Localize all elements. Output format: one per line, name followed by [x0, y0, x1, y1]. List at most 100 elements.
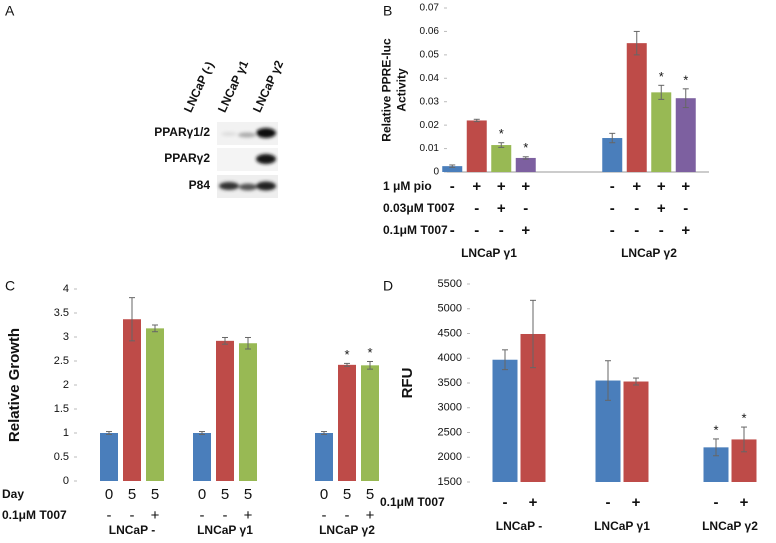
- blot-row-label: P84: [189, 178, 211, 192]
- treatment-label: 1 μM pio: [383, 179, 432, 193]
- treatment-sign: -: [450, 178, 455, 195]
- bar: [602, 138, 623, 172]
- bar: [626, 43, 647, 173]
- treatment-sign: -: [322, 507, 327, 524]
- panel-label: B: [383, 3, 392, 19]
- treatment-sign: +: [521, 178, 530, 195]
- treatment-sign: -: [130, 507, 135, 524]
- bands: [219, 128, 276, 191]
- y-axis-label: Relative PPRE-luc: [380, 38, 394, 142]
- group-label: LNCaP γ1: [197, 523, 253, 537]
- significance-star: *: [713, 422, 718, 437]
- y-tick-label: 4: [63, 283, 69, 295]
- bar: [466, 120, 487, 172]
- treatment-sign: -: [610, 222, 615, 239]
- y-tick-label: 5000: [438, 303, 462, 315]
- panel-label: A: [5, 3, 15, 19]
- significance-star: *: [659, 69, 664, 84]
- significance-star: *: [367, 345, 372, 360]
- western-blot: LNCaP (-) LNCaP γ1 LNCaP γ2 PPARγ1/2 PPA…: [154, 58, 286, 198]
- treatment-label: 0.1μM T007: [380, 495, 445, 509]
- lane-label: LNCaP (-): [181, 59, 217, 114]
- treatment-sign: +: [632, 494, 641, 511]
- treatment-sign: -: [683, 200, 688, 217]
- y-tick-label: 3500: [438, 377, 462, 389]
- y-tick-label: 0.05: [420, 49, 440, 60]
- group-label: LNCaP γ1: [594, 519, 650, 533]
- bar: [338, 364, 356, 481]
- treatment-sign: +: [366, 507, 375, 524]
- group-label: LNCaP γ1: [461, 246, 517, 260]
- treatment-sign: +: [681, 178, 690, 195]
- treatment-sign: 0: [198, 486, 206, 503]
- y-tick-label: 2500: [438, 426, 462, 438]
- y-axis-label: Activity: [395, 68, 409, 112]
- treatment-sign: -: [659, 222, 664, 239]
- significance-star: *: [344, 347, 349, 362]
- treatment-sign: -: [503, 494, 508, 511]
- treatment-sign: -: [523, 200, 528, 217]
- treatment-label: 0.1μM T007: [383, 223, 448, 237]
- y-tick-label: 0: [433, 167, 439, 178]
- treatment-sign: +: [472, 178, 481, 195]
- group-label: LNCaP -: [496, 519, 542, 533]
- y-tick-label: 0.07: [420, 3, 440, 14]
- y-axis-label: RFU: [399, 368, 416, 399]
- treatment-sign: 0: [105, 486, 113, 503]
- treatment-sign: -: [606, 494, 611, 511]
- y-tick-label: 0.04: [420, 73, 440, 84]
- bar: [492, 359, 518, 482]
- treatment-sign: 5: [221, 486, 229, 503]
- group-label: LNCaP γ2: [621, 246, 677, 260]
- bar: [315, 433, 333, 481]
- treatment-sign: +: [244, 507, 253, 524]
- significance-star: *: [741, 410, 746, 425]
- treatment-sign: +: [681, 222, 690, 239]
- y-tick-label: 4500: [438, 327, 462, 339]
- y-tick-label: 0.5: [54, 451, 69, 463]
- y-tick-label: 3000: [438, 402, 462, 414]
- treatment-sign: 5: [128, 486, 136, 503]
- bar: [361, 365, 379, 481]
- treatment-sign: +: [632, 178, 641, 195]
- significance-star: *: [683, 72, 688, 87]
- y-tick-label: 0.01: [420, 143, 440, 154]
- bar: [675, 98, 696, 172]
- significance-star: *: [499, 126, 504, 141]
- group-label: LNCaP γ2: [319, 523, 375, 537]
- treatment-sign: 5: [151, 486, 159, 503]
- treatment-sign: +: [521, 222, 530, 239]
- bar: [442, 166, 463, 172]
- treatment-sign: 5: [244, 486, 252, 503]
- bar: [491, 145, 512, 172]
- treatment-sign: -: [499, 222, 504, 239]
- y-tick-label: 1.5: [54, 403, 69, 415]
- panel-label: C: [5, 278, 15, 294]
- bar: [193, 433, 211, 481]
- treatment-sign: +: [740, 494, 749, 511]
- y-tick-label: 3.5: [54, 307, 69, 319]
- y-tick-label: 1500: [438, 476, 462, 488]
- treatment-sign: +: [657, 178, 666, 195]
- lane-label: LNCaP γ2: [250, 58, 286, 115]
- treatment-sign: 0: [320, 486, 328, 503]
- bar: [146, 328, 164, 481]
- bar: [100, 433, 118, 481]
- treatment-sign: -: [450, 200, 455, 217]
- y-tick-label: 0.03: [420, 96, 440, 107]
- treatment-label: 0.03μM T007: [383, 201, 455, 215]
- treatment-label: 0.1μM T007: [2, 508, 67, 522]
- treatment-label: Day: [2, 487, 24, 501]
- treatment-sign: +: [497, 178, 506, 195]
- y-tick-label: 0.02: [420, 120, 440, 131]
- treatment-sign: -: [345, 507, 350, 524]
- y-tick-label: 1: [63, 427, 69, 439]
- y-tick-label: 4000: [438, 352, 462, 364]
- treatment-sign: -: [223, 507, 228, 524]
- treatment-sign: -: [610, 178, 615, 195]
- treatment-sign: -: [474, 200, 479, 217]
- treatment-sign: -: [714, 494, 719, 511]
- y-tick-label: 2.5: [54, 355, 69, 367]
- y-tick-label: 5500: [438, 278, 462, 290]
- treatment-sign: +: [151, 507, 160, 524]
